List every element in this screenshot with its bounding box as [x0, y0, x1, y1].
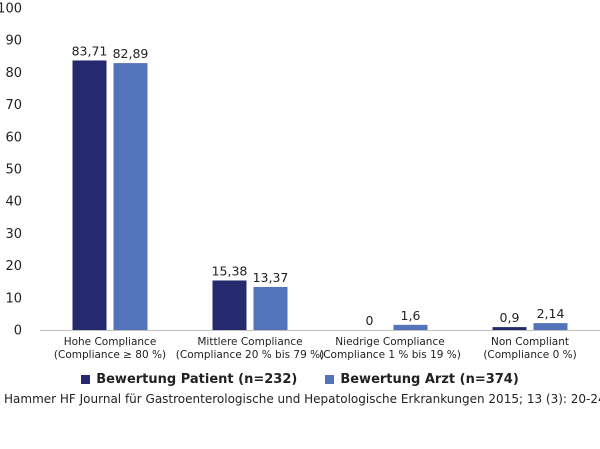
bar-patient: [212, 280, 247, 330]
x-category-label: (Compliance 20 % bis 79 %): [176, 349, 324, 361]
x-category-label: (Compliance 0 %): [483, 349, 576, 361]
data-label: 15,38: [212, 263, 248, 278]
data-label: 0: [366, 313, 374, 328]
legend-item-arzt: Bewertung Arzt (n=374): [325, 371, 519, 387]
x-category-label: Niedrige Compliance: [335, 336, 444, 348]
y-axis: 0 10 20 30 40 50 60 70 80 90 100: [0, 2, 22, 339]
data-label: 82,89: [113, 46, 149, 61]
y-tick-label: 10: [5, 291, 22, 306]
x-category-label: (Compliance ≥ 80 %): [54, 349, 166, 361]
y-tick-label: 0: [14, 324, 22, 339]
legend-swatch-arzt: [325, 374, 335, 384]
y-tick-label: 90: [5, 34, 22, 49]
y-tick-label: 70: [5, 98, 22, 113]
data-label: 83,71: [72, 43, 108, 58]
x-category-label: Mittlere Compliance: [197, 336, 302, 348]
legend-item-patient: Bewertung Patient (n=232): [81, 372, 297, 387]
x-category-label: Hohe Compliance: [64, 336, 157, 348]
legend-swatch-patient: [81, 374, 91, 384]
bar-arzt: [253, 286, 288, 330]
y-tick-label: 50: [5, 163, 22, 178]
data-label: 2,14: [537, 306, 565, 321]
bar-chart: 0 10 20 30 40 50 60 70 80 90 100 83,71 82,89 15,38 13…: [0, 2, 600, 361]
x-category-label: (Compliance 1 % bis 19 %): [319, 349, 461, 361]
y-tick-label: 80: [5, 66, 22, 81]
source-citation: Hammer HF Journal für Gastroenterologisc…: [4, 392, 600, 406]
bars: [72, 60, 568, 331]
data-label: 0,9: [500, 310, 520, 325]
legend-label-patient: Bewertung Patient (n=232): [96, 371, 298, 387]
y-tick-label: 30: [5, 227, 22, 242]
y-tick-label: 40: [5, 195, 22, 210]
bar-patient: [72, 60, 107, 331]
x-axis-labels: Hohe Compliance(Compliance ≥ 80 %) Mittle…: [54, 336, 577, 361]
bar-patient: [492, 327, 527, 330]
y-tick-label: 20: [5, 259, 22, 274]
bar-arzt: [393, 324, 428, 330]
data-labels: 83,71 82,89 15,38 13,37 0 1,6 0,9 2,14: [72, 43, 565, 328]
legend-label-arzt: Bewertung Arzt (n=374): [340, 371, 519, 387]
x-category-label: Non Compliant: [491, 336, 569, 348]
data-label: 1,6: [401, 308, 421, 323]
bar-arzt: [113, 63, 148, 330]
y-tick-label: 100: [0, 2, 22, 17]
data-label: 13,37: [253, 270, 289, 285]
bar-arzt: [533, 323, 568, 330]
y-tick-label: 60: [5, 130, 22, 145]
legend: Bewertung Patient (n=232) Bewertung Arzt…: [0, 369, 600, 389]
